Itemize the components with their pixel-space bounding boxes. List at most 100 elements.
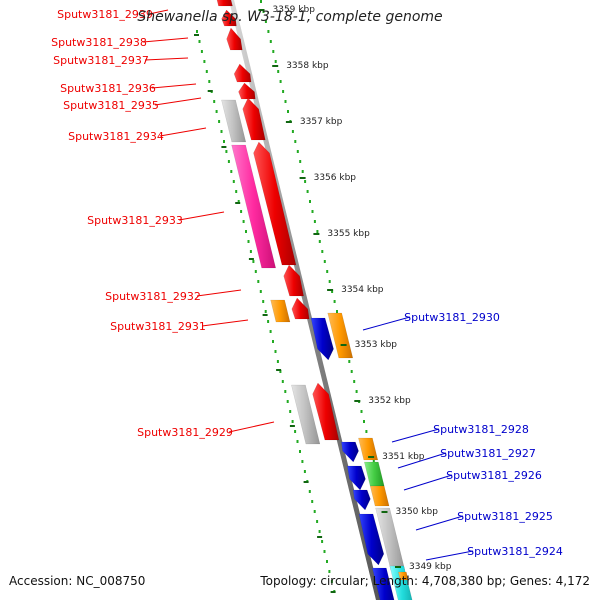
scale-tick-label: 3359 kbp (273, 5, 316, 15)
scale-tick-mark (340, 344, 347, 346)
gene-label-sputw3181-2936[interactable]: Sputw3181_2936 (60, 82, 156, 95)
scale-tick-mark (354, 400, 361, 402)
scale-tick-mark (285, 121, 292, 123)
label-layer: Sputw3181_2939 Sputw3181_2938 Sputw3181_29… (51, 8, 563, 558)
leader-line (178, 211, 225, 221)
scale-tick-mark-left (317, 536, 323, 538)
scale-tick-mark (381, 511, 388, 513)
gene-label-sputw3181-2937[interactable]: Sputw3181_2937 (53, 54, 149, 67)
gene-sputw3181-2924[interactable] (371, 567, 396, 600)
scale-tick-mark-left (262, 314, 268, 316)
gene-label-sputw3181-2930[interactable]: Sputw3181_2930 (404, 311, 500, 324)
leader-line (362, 316, 411, 331)
scale-tick-label: 3350 kbp (396, 507, 439, 517)
leader-line (151, 83, 197, 89)
gene-sputw3181-2931[interactable] (291, 297, 310, 320)
scale-tick-label: 3355 kbp (327, 229, 370, 239)
scale-tick-mark-left (235, 202, 241, 204)
gene-label-sputw3181-2929[interactable]: Sputw3181_2929 (137, 426, 233, 439)
scale-tick-mark-left (194, 34, 199, 36)
scale-tick-mark-left (207, 90, 213, 92)
gene-label-sputw3181-2924[interactable]: Sputw3181_2924 (467, 545, 563, 558)
leader-line (196, 289, 242, 297)
gene-sputw3181-2938[interactable] (221, 9, 237, 27)
topology-text: Topology: circular; Length: 4,708,380 bp… (260, 574, 590, 588)
gene-sputw3181-2933[interactable] (253, 141, 297, 266)
gene-sputw3181-2926[interactable] (352, 489, 371, 511)
gene-label-sputw3181-2927[interactable]: Sputw3181_2927 (440, 447, 536, 460)
leader-line (142, 37, 189, 43)
leader-line (144, 57, 189, 61)
gene-sputw3181-2939[interactable] (215, 0, 233, 7)
gene-sputw3181-2931-orange[interactable] (270, 299, 291, 323)
scale-tick-mark-left (303, 481, 309, 483)
gene-label-sputw3181-2933[interactable]: Sputw3181_2933 (87, 214, 183, 227)
accession-text: Accession: NC_008750 (9, 574, 146, 588)
scale-tick-mark (395, 566, 401, 568)
gene-sputw3181-2930[interactable] (310, 317, 334, 361)
gene-sputw3181-2930-orange[interactable] (327, 312, 354, 359)
gene-sputw3181-2929-gray[interactable] (291, 384, 321, 445)
scale-tick-label: 3352 kbp (368, 396, 411, 406)
gene-label-sputw3181-2931[interactable]: Sputw3181_2931 (110, 320, 206, 333)
tick-label-layer: 3359 kbp 3358 kbp 3357 kbp 3356 kbp 3355 kbp… (194, 5, 452, 593)
leader-layer (142, 9, 474, 561)
gene-label-sputw3181-2926[interactable]: Sputw3181_2926 (446, 469, 542, 482)
gene-sputw3181-2927[interactable] (347, 465, 366, 491)
gene-sputw3181-2934-gray[interactable] (221, 99, 247, 143)
gene-sputw3181-2925[interactable] (358, 513, 385, 566)
scale-tick-mark (299, 177, 306, 179)
gene-sputw3181-2935[interactable] (238, 82, 256, 100)
scale-tick-mark-left (289, 425, 295, 427)
gene-sputw3181-2928[interactable] (341, 441, 359, 463)
gene-sputw3181-2934[interactable] (242, 97, 266, 141)
scale-tick-label: 3357 kbp (300, 117, 343, 127)
scale-tick-mark-left (330, 591, 336, 593)
gene-sputw3181-2933-pink[interactable] (231, 144, 277, 269)
leader-line (201, 319, 249, 327)
scale-tick-mark (327, 289, 334, 291)
gene-sputw3181-2929[interactable] (312, 382, 340, 441)
scale-tick-mark (272, 65, 279, 67)
leader-line (415, 515, 464, 531)
gene-label-sputw3181-2928[interactable]: Sputw3181_2928 (433, 423, 529, 436)
scale-tick-label: 3358 kbp (286, 61, 329, 71)
scale-tick-label: 3356 kbp (314, 173, 357, 183)
gene-sputw3181-2932[interactable] (283, 264, 304, 297)
gene-sputw3181-2928-orange[interactable] (358, 437, 379, 461)
scale-tick-mark (368, 456, 375, 458)
leader-line (403, 474, 453, 491)
gene-label-sputw3181-2925[interactable]: Sputw3181_2925 (457, 510, 553, 523)
gene-sputw3181-2936[interactable] (233, 63, 252, 83)
leader-line (159, 127, 207, 137)
scale-tick-mark (313, 233, 320, 235)
gene-label-sputw3181-2935[interactable]: Sputw3181_2935 (63, 99, 159, 112)
leader-line (154, 97, 202, 106)
scale-tick-mark (258, 9, 265, 11)
leader-line (397, 452, 447, 469)
scale-tick-mark-left (276, 369, 282, 371)
genome-title: Shewanella sp. W3-18-1, complete genome (137, 9, 443, 25)
gene-label-sputw3181-2932[interactable]: Sputw3181_2932 (105, 290, 201, 303)
scale-tick-label: 3349 kbp (409, 562, 452, 572)
ruler-dots-left (196, 30, 336, 593)
scale-tick-label: 3353 kbp (355, 340, 398, 350)
gene-label-sputw3181-2934[interactable]: Sputw3181_2934 (68, 130, 164, 143)
gene-sputw3181-2924-orange[interactable] (397, 571, 409, 581)
gene-sputw3181-2926-orange[interactable] (369, 485, 390, 507)
scale-tick-label: 3351 kbp (382, 452, 425, 462)
gene-sputw3181-2925-gray[interactable] (375, 507, 406, 571)
scale-tick-label: 3354 kbp (341, 285, 384, 295)
leader-line (228, 421, 275, 433)
leader-line (391, 428, 440, 443)
leader-line (425, 550, 474, 561)
gene-label-sputw3181-2938[interactable]: Sputw3181_2938 (51, 36, 147, 49)
scale-tick-mark-left (221, 146, 227, 148)
scale-tick-mark-left (248, 258, 254, 260)
gene-sputw3181-2937[interactable] (226, 27, 243, 51)
leader-line (148, 9, 169, 15)
gene-sputw3181-2927-green[interactable] (363, 461, 385, 487)
gene-label-sputw3181-2939[interactable]: Sputw3181_2939 (57, 8, 153, 21)
